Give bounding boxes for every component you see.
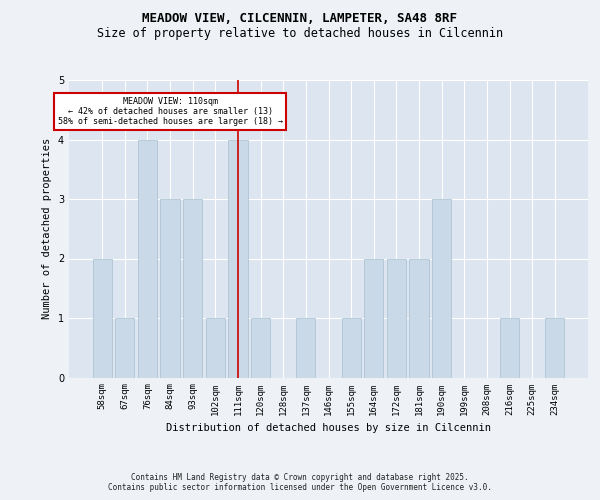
Bar: [138, 140, 157, 378]
Bar: [160, 199, 180, 378]
Text: Size of property relative to detached houses in Cilcennin: Size of property relative to detached ho…: [97, 28, 503, 40]
Bar: [545, 318, 565, 378]
Bar: [341, 318, 361, 378]
Bar: [500, 318, 519, 378]
Text: Contains HM Land Registry data © Crown copyright and database right 2025.
Contai: Contains HM Land Registry data © Crown c…: [108, 473, 492, 492]
Bar: [229, 140, 248, 378]
Bar: [251, 318, 270, 378]
Bar: [364, 258, 383, 378]
Text: MEADOW VIEW: 110sqm
← 42% of detached houses are smaller (13)
58% of semi-detach: MEADOW VIEW: 110sqm ← 42% of detached ho…: [58, 96, 283, 126]
Bar: [115, 318, 134, 378]
Bar: [409, 258, 428, 378]
Bar: [296, 318, 316, 378]
Text: MEADOW VIEW, CILCENNIN, LAMPETER, SA48 8RF: MEADOW VIEW, CILCENNIN, LAMPETER, SA48 8…: [143, 12, 458, 26]
Bar: [92, 258, 112, 378]
Bar: [206, 318, 225, 378]
Y-axis label: Number of detached properties: Number of detached properties: [43, 138, 52, 320]
Bar: [183, 199, 202, 378]
Bar: [432, 199, 451, 378]
Bar: [387, 258, 406, 378]
X-axis label: Distribution of detached houses by size in Cilcennin: Distribution of detached houses by size …: [166, 423, 491, 433]
